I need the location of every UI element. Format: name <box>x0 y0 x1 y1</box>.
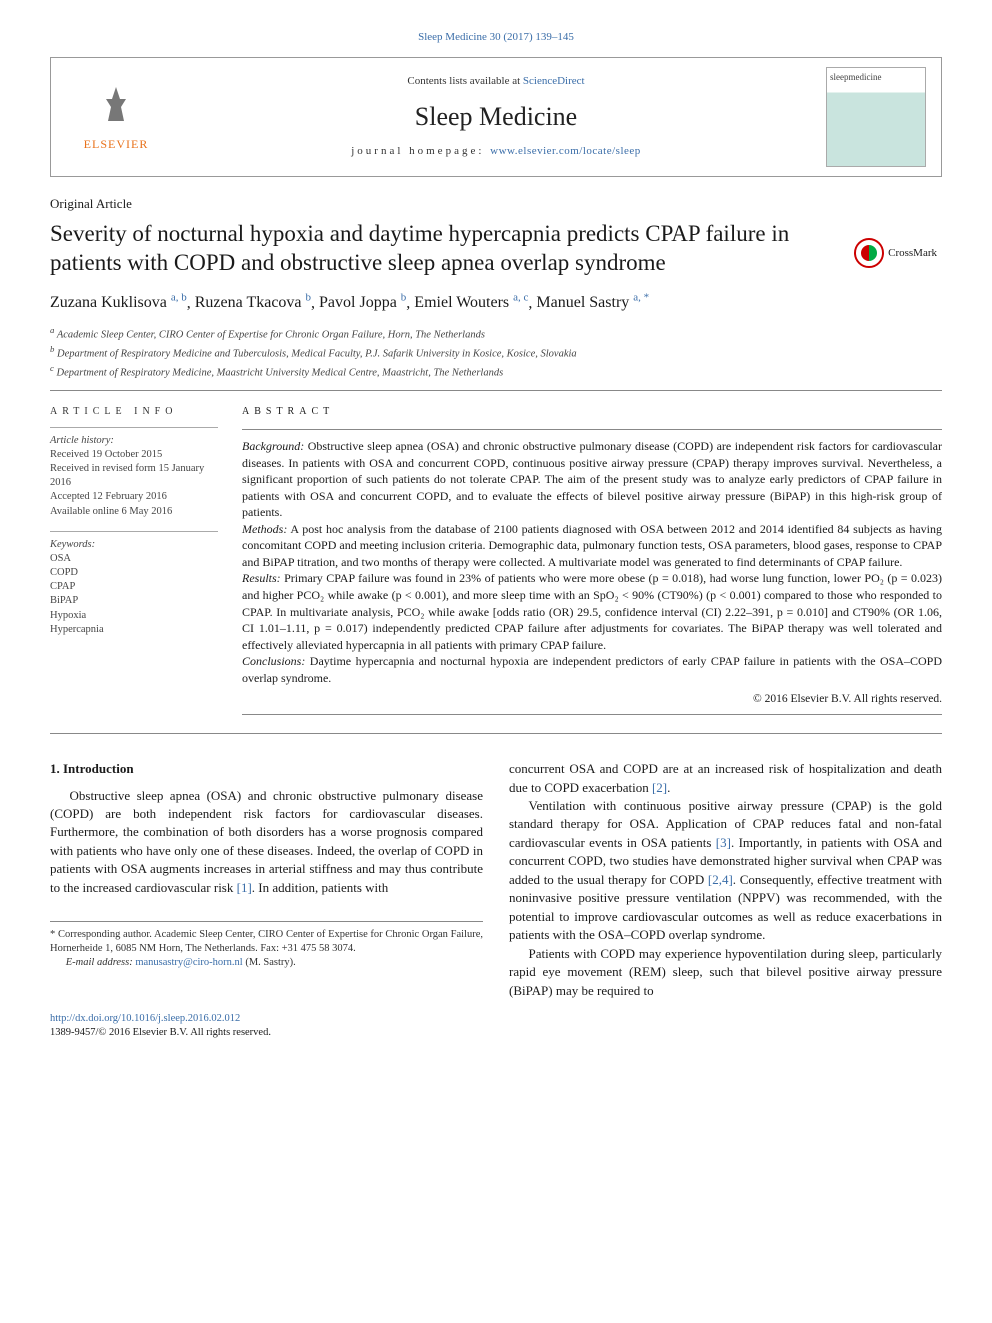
history-received: Received 19 October 2015 <box>50 448 218 462</box>
author-5: Manuel Sastry a, * <box>536 294 649 311</box>
reference-link-2-4[interactable]: [2,4] <box>708 872 733 887</box>
divider-rule-2 <box>50 733 942 734</box>
reference-link-3[interactable]: [3] <box>716 835 731 850</box>
intro-para-1-cont: concurrent OSA and COPD are at an increa… <box>509 760 942 797</box>
author-2: Ruzena Tkacova b <box>195 294 311 311</box>
email-line: E-mail address: manusastry@ciro-horn.nl … <box>50 956 483 970</box>
abstract-copyright: © 2016 Elsevier B.V. All rights reserved… <box>242 692 942 708</box>
keyword: OSA <box>50 552 218 566</box>
doi-link[interactable]: http://dx.doi.org/10.1016/j.sleep.2016.0… <box>50 1013 240 1024</box>
email-tail: (M. Sastry). <box>243 957 296 968</box>
author-3: Pavol Joppa b <box>319 294 406 311</box>
affiliation-b: b Department of Respiratory Medicine and… <box>50 344 942 362</box>
abstract-rule <box>242 429 942 430</box>
keywords-block: Keywords: OSA COPD CPAP BiPAP Hypoxia Hy… <box>50 531 218 637</box>
sciencedirect-link[interactable]: ScienceDirect <box>523 75 585 87</box>
keywords-label: Keywords: <box>50 538 218 552</box>
abstract-block: ABSTRACT Background: Obstructive sleep a… <box>242 405 942 715</box>
affiliation-c: c Department of Respiratory Medicine, Ma… <box>50 363 942 381</box>
abstract-bottom-rule <box>242 714 942 715</box>
reference-link-2[interactable]: [2] <box>652 780 667 795</box>
journal-name: Sleep Medicine <box>415 99 577 134</box>
abstract-results: Results: Primary CPAP failure was found … <box>242 570 942 653</box>
homepage-line: journal homepage: www.elsevier.com/locat… <box>351 144 641 159</box>
keyword: BiPAP <box>50 594 218 608</box>
journal-cover-thumbnail: sleepmedicine <box>826 67 926 167</box>
publisher-name: ELSEVIER <box>84 136 149 152</box>
email-link[interactable]: manusastry@ciro-horn.nl <box>135 957 242 968</box>
page-citation: Sleep Medicine 30 (2017) 139–145 <box>50 30 942 45</box>
article-info-heading: ARTICLE INFO <box>50 405 218 419</box>
journal-header: ELSEVIER Contents lists available at Sci… <box>50 57 942 177</box>
abstract-background: Background: Obstructive sleep apnea (OSA… <box>242 438 942 521</box>
column-left: 1. Introduction Obstructive sleep apnea … <box>50 760 483 1000</box>
main-body: 1. Introduction Obstructive sleep apnea … <box>50 760 942 1000</box>
reference-link-1[interactable]: [1] <box>237 880 252 895</box>
article-info-sidebar: ARTICLE INFO Article history: Received 1… <box>50 405 218 715</box>
email-label: E-mail address: <box>66 957 136 968</box>
article-title: Severity of nocturnal hypoxia and daytim… <box>50 220 830 278</box>
contents-text: Contents lists available at <box>407 75 522 87</box>
affiliations: a Academic Sleep Center, CIRO Center of … <box>50 325 942 380</box>
footnote-block: * Corresponding author. Academic Sleep C… <box>50 921 483 969</box>
intro-para-3: Patients with COPD may experience hypove… <box>509 945 942 1000</box>
keyword: COPD <box>50 566 218 580</box>
column-right: concurrent OSA and COPD are at an increa… <box>509 760 942 1000</box>
header-center: Contents lists available at ScienceDirec… <box>181 58 811 176</box>
author-1: Zuzana Kuklisova a, b <box>50 294 187 311</box>
crossmark-badge[interactable]: CrossMark <box>854 238 937 268</box>
history-revised: Received in revised form 15 January 2016 <box>50 462 218 490</box>
homepage-link[interactable]: www.elsevier.com/locate/sleep <box>490 145 641 157</box>
crossmark-label: CrossMark <box>888 246 937 261</box>
keyword: CPAP <box>50 580 218 594</box>
crossmark-icon <box>854 238 884 268</box>
history-accepted: Accepted 12 February 2016 <box>50 490 218 504</box>
article-type: Original Article <box>50 195 942 213</box>
intro-para-1: Obstructive sleep apnea (OSA) and chroni… <box>50 787 483 898</box>
elsevier-tree-icon <box>84 81 149 136</box>
abstract-conclusions: Conclusions: Daytime hypercapnia and noc… <box>242 653 942 686</box>
affiliation-a: a Academic Sleep Center, CIRO Center of … <box>50 325 942 343</box>
homepage-label: journal homepage: <box>351 145 490 157</box>
corresponding-author-note: * Corresponding author. Academic Sleep C… <box>50 928 483 955</box>
intro-para-2: Ventilation with continuous positive air… <box>509 797 942 945</box>
history-online: Available online 6 May 2016 <box>50 505 218 519</box>
authors-list: Zuzana Kuklisova a, b, Ruzena Tkacova b,… <box>50 290 942 315</box>
issn-copyright: 1389-9457/© 2016 Elsevier B.V. All right… <box>50 1026 942 1040</box>
author-4: Emiel Wouters a, c <box>414 294 528 311</box>
publisher-logo-cell: ELSEVIER <box>51 58 181 176</box>
abstract-heading: ABSTRACT <box>242 405 942 419</box>
cover-caption: sleepmedicine <box>830 71 922 83</box>
intro-heading: 1. Introduction <box>50 760 483 778</box>
abstract-methods: Methods: A post hoc analysis from the da… <box>242 521 942 571</box>
contents-line: Contents lists available at ScienceDirec… <box>407 74 584 89</box>
cover-cell: sleepmedicine <box>811 58 941 176</box>
article-history-block: Article history: Received 19 October 201… <box>50 427 218 519</box>
footer-block: http://dx.doi.org/10.1016/j.sleep.2016.0… <box>50 1012 942 1040</box>
elsevier-logo: ELSEVIER <box>84 81 149 152</box>
history-label: Article history: <box>50 434 218 448</box>
info-abstract-row: ARTICLE INFO Article history: Received 1… <box>50 391 942 733</box>
keyword: Hypercapnia <box>50 623 218 637</box>
keyword: Hypoxia <box>50 609 218 623</box>
